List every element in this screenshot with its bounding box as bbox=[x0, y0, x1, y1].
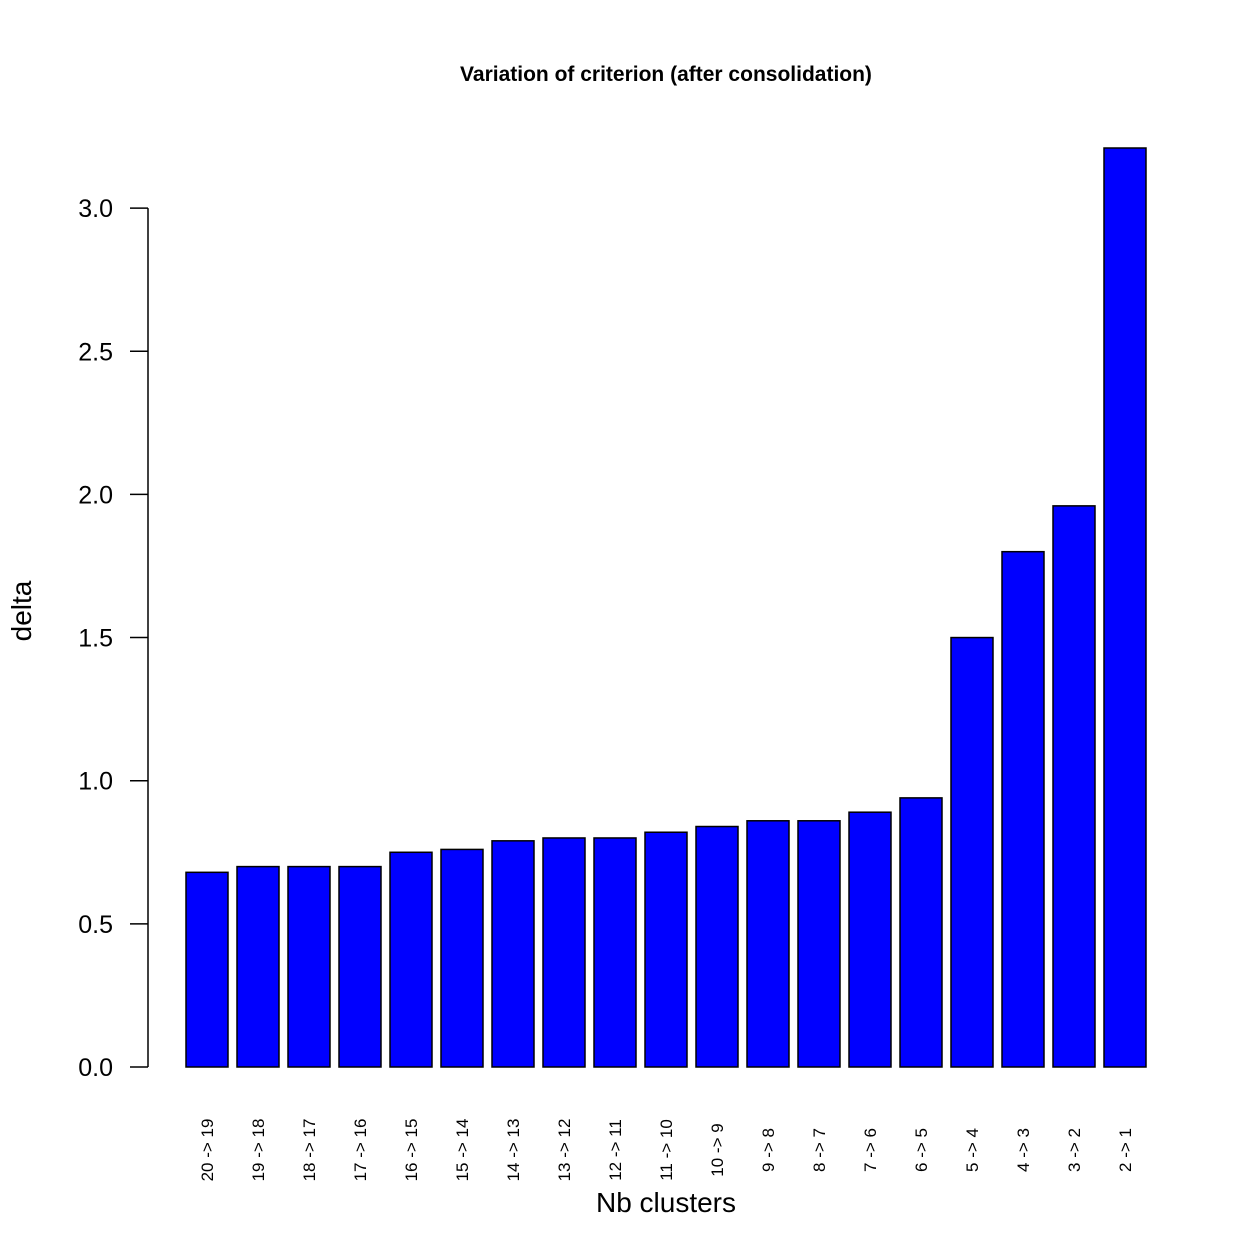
bars-group bbox=[185, 147, 1147, 1068]
chart-title: Variation of criterion (after consolidat… bbox=[460, 63, 872, 86]
category-label: 19 -> 18 bbox=[249, 1119, 268, 1182]
bar bbox=[440, 848, 484, 1068]
bar bbox=[593, 837, 637, 1068]
bar bbox=[287, 865, 331, 1068]
bar bbox=[1052, 505, 1096, 1068]
y-tick-label: 0.0 bbox=[78, 1054, 113, 1082]
bar bbox=[695, 825, 739, 1068]
category-label: 4 -> 3 bbox=[1014, 1128, 1033, 1172]
bar bbox=[542, 837, 586, 1068]
category-label: 6 -> 5 bbox=[912, 1128, 931, 1172]
x-axis-label: Nb clusters bbox=[596, 1187, 736, 1218]
bar bbox=[491, 840, 535, 1068]
y-tick-label: 1.5 bbox=[78, 625, 113, 653]
category-label: 7 -> 6 bbox=[861, 1128, 880, 1172]
y-axis-label: delta bbox=[6, 580, 37, 641]
y-tick-label: 3.0 bbox=[78, 195, 113, 223]
category-label: 8 -> 7 bbox=[810, 1128, 829, 1172]
category-label: 18 -> 17 bbox=[300, 1119, 319, 1182]
bar bbox=[746, 820, 790, 1068]
category-label: 14 -> 13 bbox=[504, 1119, 523, 1182]
category-label: 2 -> 1 bbox=[1116, 1128, 1135, 1172]
category-labels: 20 -> 19 19 -> 18 18 -> 17 17 -> 16 16 -> 15… bbox=[198, 1119, 1135, 1182]
y-tick-label: 0.5 bbox=[78, 911, 113, 939]
category-label: 16 -> 15 bbox=[402, 1119, 421, 1182]
category-label: 12 -> 11 bbox=[606, 1119, 625, 1181]
bar bbox=[236, 865, 280, 1068]
bar bbox=[899, 797, 943, 1068]
category-label: 9 -> 8 bbox=[759, 1128, 778, 1172]
category-label: 20 -> 19 bbox=[198, 1119, 217, 1182]
bar bbox=[185, 871, 229, 1068]
category-label: 11 -> 10 bbox=[657, 1119, 676, 1181]
y-tick-label: 1.0 bbox=[78, 768, 113, 796]
bar bbox=[338, 865, 382, 1068]
category-label: 5 -> 4 bbox=[963, 1128, 982, 1172]
category-label: 10 -> 9 bbox=[708, 1123, 727, 1176]
bar bbox=[797, 820, 841, 1068]
bar bbox=[644, 831, 688, 1068]
category-label: 17 -> 16 bbox=[351, 1119, 370, 1182]
category-label: 13 -> 12 bbox=[555, 1119, 574, 1182]
y-tick-label: 2.0 bbox=[78, 481, 113, 509]
y-tick-label: 2.5 bbox=[78, 338, 113, 366]
y-axis: 0.0 0.5 1.0 1.5 2.0 2.5 3.0 bbox=[78, 195, 149, 1082]
bar bbox=[950, 636, 994, 1068]
bar bbox=[389, 851, 433, 1068]
category-label: 3 -> 2 bbox=[1065, 1128, 1084, 1172]
bar bbox=[848, 811, 892, 1068]
bar bbox=[1001, 550, 1045, 1068]
category-label: 15 -> 14 bbox=[453, 1119, 472, 1182]
bar bbox=[1103, 147, 1147, 1068]
